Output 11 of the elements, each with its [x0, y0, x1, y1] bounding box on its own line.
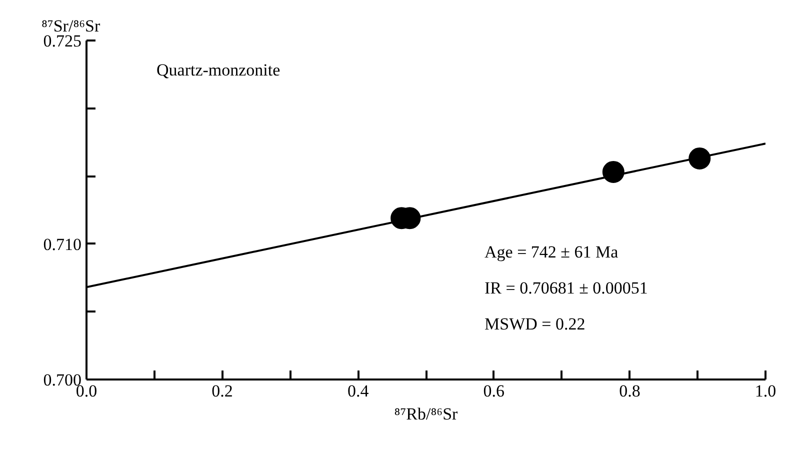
annotation: Age = 742 ± 61 Ma [484, 242, 619, 262]
x-tick-label: 0.4 [347, 382, 370, 400]
annotation: IR = 0.70681 ± 0.00051 [484, 278, 648, 298]
y-tick-label: 0.710 [43, 234, 82, 254]
annotation: MSWD = 0.22 [484, 314, 586, 334]
x-tick-label: 0.2 [212, 382, 233, 400]
x-tick-label: 1.0 [754, 382, 776, 400]
x-tick-label: 0.6 [483, 382, 505, 400]
annotation: Quartz-monzonite [156, 60, 280, 80]
x-axis-title: ⁸⁷Rb/⁸⁶Sr [394, 404, 458, 424]
x-tick-label: 0.8 [619, 382, 640, 400]
